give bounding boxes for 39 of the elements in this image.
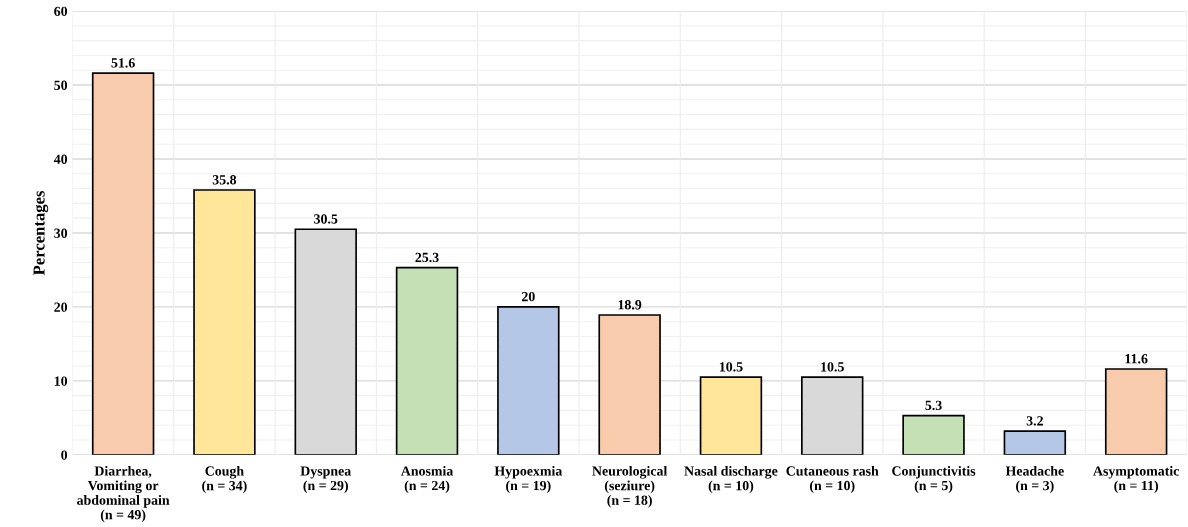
data-label: 35.8 bbox=[212, 175, 237, 185]
data-label: 30.5 bbox=[314, 214, 338, 224]
x-tick-label: Anosmia (n = 24) bbox=[400, 465, 454, 494]
data-label: 51.6 bbox=[111, 58, 135, 68]
bar bbox=[91, 72, 155, 455]
y-tick-label: 0 bbox=[61, 450, 68, 460]
data-label: 5.3 bbox=[925, 400, 942, 411]
y-tick-label: 40 bbox=[53, 154, 68, 164]
x-tick-label: Neurological (seziure) (n = 18) bbox=[592, 465, 668, 508]
x-tick-label: Diarrhea, Vomiting or abdominal pain (n = 49) bbox=[77, 465, 170, 523]
y-tick-label: 10 bbox=[54, 376, 68, 386]
data-label: 3.2 bbox=[1026, 416, 1043, 426]
x-tick-label: Hypoexmia (n = 19) bbox=[494, 465, 563, 494]
x-tick-label: Conjunctivitis (n = 5) bbox=[892, 465, 976, 494]
data-label: 11.6 bbox=[1125, 354, 1148, 364]
x-tick-label: Cutaneous rash (n = 10) bbox=[786, 465, 879, 494]
data-label: 18.9 bbox=[618, 300, 642, 310]
bar bbox=[902, 414, 965, 455]
x-tick-label: Dyspnea (n = 29) bbox=[300, 466, 351, 494]
bar bbox=[699, 376, 763, 455]
bar bbox=[1003, 430, 1067, 455]
data-label: 10.5 bbox=[719, 362, 743, 372]
x-tick-label: Cough (n = 34) bbox=[202, 465, 247, 494]
x-tick-label: Headache (n = 3) bbox=[1005, 465, 1064, 494]
data-label: 20 bbox=[521, 291, 535, 302]
y-tick-label: 60 bbox=[54, 6, 68, 17]
bar bbox=[598, 314, 661, 455]
bar bbox=[497, 306, 560, 455]
data-label: 10.5 bbox=[821, 362, 844, 372]
x-tick-label: Asymptomatic (n = 11) bbox=[1093, 465, 1180, 494]
x-tick-label: Nasal discharge (n = 10) bbox=[684, 465, 778, 494]
data-label: 25.3 bbox=[415, 252, 439, 263]
bar bbox=[193, 189, 256, 455]
y-axis-title: Percentages bbox=[33, 190, 49, 276]
y-tick-label: 20 bbox=[54, 302, 68, 312]
y-tick-label: 30 bbox=[54, 228, 68, 238]
bar bbox=[1104, 368, 1168, 455]
y-tick-label: 50 bbox=[54, 80, 68, 90]
bar bbox=[395, 266, 459, 455]
